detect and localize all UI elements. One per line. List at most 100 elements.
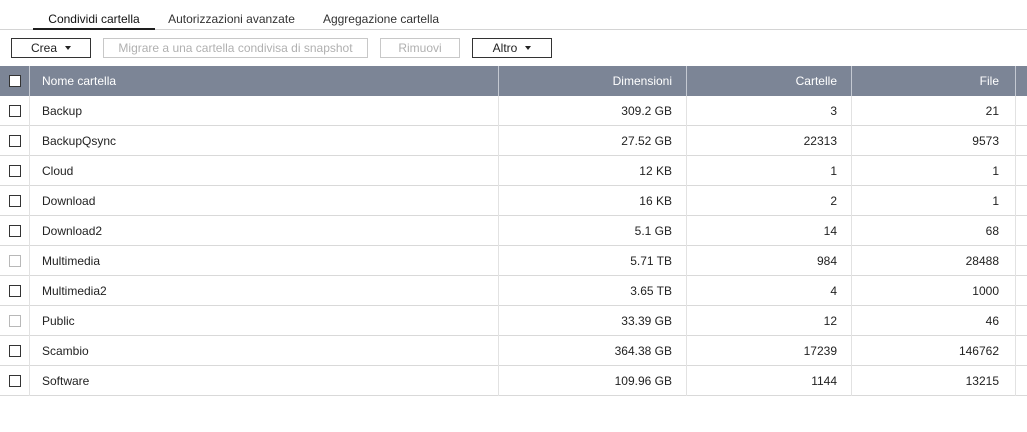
caret-down-icon bbox=[65, 46, 71, 50]
row-filler bbox=[1016, 126, 1027, 156]
folder-name-cell[interactable]: Multimedia bbox=[30, 246, 499, 276]
folder-name-cell[interactable]: Download bbox=[30, 186, 499, 216]
table-row[interactable]: Download2 5.1 GB 14 68 bbox=[0, 216, 1027, 246]
table-row[interactable]: Multimedia2 3.65 TB 4 1000 bbox=[0, 276, 1027, 306]
table-row[interactable]: Software 109.96 GB 1144 13215 bbox=[0, 366, 1027, 396]
folder-count-cell: 17239 bbox=[687, 336, 852, 366]
tab-bar: Condividi cartella Autorizzazioni avanza… bbox=[0, 0, 1027, 30]
row-filler bbox=[1016, 366, 1027, 396]
folder-name-cell[interactable]: Download2 bbox=[30, 216, 499, 246]
file-count-cell: 21 bbox=[852, 96, 1016, 126]
header-checkbox-cell bbox=[0, 66, 30, 96]
row-checkbox[interactable] bbox=[9, 195, 21, 207]
table-body: Backup 309.2 GB 3 21 BackupQsync 27.52 GB 2231… bbox=[0, 96, 1027, 396]
folder-name-cell[interactable]: Backup bbox=[30, 96, 499, 126]
column-header-size[interactable]: Dimensioni bbox=[499, 66, 687, 96]
row-checkbox-cell bbox=[0, 306, 30, 336]
table-row[interactable]: Cloud 12 KB 1 1 bbox=[0, 156, 1027, 186]
select-all-checkbox[interactable] bbox=[9, 75, 21, 87]
row-checkbox[interactable] bbox=[9, 255, 21, 267]
row-filler bbox=[1016, 306, 1027, 336]
folder-count-cell: 2 bbox=[687, 186, 852, 216]
folder-name-cell[interactable]: Scambio bbox=[30, 336, 499, 366]
folder-size-cell: 5.1 GB bbox=[499, 216, 687, 246]
row-checkbox[interactable] bbox=[9, 135, 21, 147]
tab-condividi-cartella[interactable]: Condividi cartella bbox=[33, 0, 155, 30]
file-count-cell: 1000 bbox=[852, 276, 1016, 306]
folder-count-cell: 1 bbox=[687, 156, 852, 186]
row-checkbox[interactable] bbox=[9, 225, 21, 237]
column-header-files[interactable]: File bbox=[852, 66, 1016, 96]
row-filler bbox=[1016, 336, 1027, 366]
row-checkbox[interactable] bbox=[9, 345, 21, 357]
row-checkbox-cell bbox=[0, 126, 30, 156]
folder-count-cell: 984 bbox=[687, 246, 852, 276]
file-count-cell: 28488 bbox=[852, 246, 1016, 276]
folder-size-cell: 12 KB bbox=[499, 156, 687, 186]
migrate-snapshot-button[interactable]: Migrare a una cartella condivisa di snap… bbox=[103, 38, 368, 58]
folder-size-cell: 33.39 GB bbox=[499, 306, 687, 336]
tab-aggregazione-cartella[interactable]: Aggregazione cartella bbox=[322, 12, 440, 26]
file-count-cell: 68 bbox=[852, 216, 1016, 246]
shared-folders-table: Nome cartella Dimensioni Cartelle File B… bbox=[0, 66, 1027, 396]
table-row[interactable]: Multimedia 5.71 TB 984 28488 bbox=[0, 246, 1027, 276]
table-row[interactable]: Scambio 364.38 GB 17239 146762 bbox=[0, 336, 1027, 366]
folder-count-cell: 1144 bbox=[687, 366, 852, 396]
file-count-cell: 1 bbox=[852, 186, 1016, 216]
table-row[interactable]: Download 16 KB 2 1 bbox=[0, 186, 1027, 216]
row-checkbox[interactable] bbox=[9, 105, 21, 117]
folder-name-cell[interactable]: BackupQsync bbox=[30, 126, 499, 156]
table-row[interactable]: Public 33.39 GB 12 46 bbox=[0, 306, 1027, 336]
row-filler bbox=[1016, 276, 1027, 306]
file-count-cell: 13215 bbox=[852, 366, 1016, 396]
folder-size-cell: 3.65 TB bbox=[499, 276, 687, 306]
file-count-cell: 1 bbox=[852, 156, 1016, 186]
folder-size-cell: 27.52 GB bbox=[499, 126, 687, 156]
folder-name-cell[interactable]: Public bbox=[30, 306, 499, 336]
row-checkbox-cell bbox=[0, 156, 30, 186]
folder-size-cell: 109.96 GB bbox=[499, 366, 687, 396]
caret-down-icon bbox=[525, 46, 532, 50]
row-filler bbox=[1016, 96, 1027, 126]
column-header-filler bbox=[1016, 66, 1027, 96]
row-filler bbox=[1016, 216, 1027, 246]
row-checkbox-cell bbox=[0, 186, 30, 216]
folder-count-cell: 12 bbox=[687, 306, 852, 336]
remove-button[interactable]: Rimuovi bbox=[380, 38, 460, 58]
folder-name-cell[interactable]: Software bbox=[30, 366, 499, 396]
column-header-name[interactable]: Nome cartella bbox=[30, 66, 499, 96]
file-count-cell: 146762 bbox=[852, 336, 1016, 366]
toolbar: Crea Migrare a una cartella condivisa di… bbox=[0, 38, 1027, 58]
file-count-cell: 46 bbox=[852, 306, 1016, 336]
row-checkbox[interactable] bbox=[9, 375, 21, 387]
folder-count-cell: 4 bbox=[687, 276, 852, 306]
file-count-cell: 9573 bbox=[852, 126, 1016, 156]
folder-name-cell[interactable]: Cloud bbox=[30, 156, 499, 186]
row-filler bbox=[1016, 186, 1027, 216]
more-button-label: Altro bbox=[492, 41, 518, 55]
folder-count-cell: 22313 bbox=[687, 126, 852, 156]
folder-size-cell: 364.38 GB bbox=[499, 336, 687, 366]
folder-count-cell: 14 bbox=[687, 216, 852, 246]
row-checkbox[interactable] bbox=[9, 285, 21, 297]
row-checkbox[interactable] bbox=[9, 165, 21, 177]
row-checkbox-cell bbox=[0, 366, 30, 396]
create-button-label: Crea bbox=[30, 41, 57, 55]
folder-name-cell[interactable]: Multimedia2 bbox=[30, 276, 499, 306]
more-button[interactable]: Altro bbox=[472, 38, 552, 58]
folder-count-cell: 3 bbox=[687, 96, 852, 126]
table-header: Nome cartella Dimensioni Cartelle File bbox=[0, 66, 1027, 96]
create-button[interactable]: Crea bbox=[11, 38, 91, 58]
row-filler bbox=[1016, 246, 1027, 276]
row-checkbox[interactable] bbox=[9, 315, 21, 327]
row-checkbox-cell bbox=[0, 336, 30, 366]
row-checkbox-cell bbox=[0, 216, 30, 246]
tab-autorizzazioni-avanzate[interactable]: Autorizzazioni avanzate bbox=[168, 12, 295, 26]
table-row[interactable]: Backup 309.2 GB 3 21 bbox=[0, 96, 1027, 126]
folder-size-cell: 16 KB bbox=[499, 186, 687, 216]
table-row[interactable]: BackupQsync 27.52 GB 22313 9573 bbox=[0, 126, 1027, 156]
folder-size-cell: 309.2 GB bbox=[499, 96, 687, 126]
column-header-folders[interactable]: Cartelle bbox=[687, 66, 852, 96]
row-checkbox-cell bbox=[0, 246, 30, 276]
row-checkbox-cell bbox=[0, 96, 30, 126]
